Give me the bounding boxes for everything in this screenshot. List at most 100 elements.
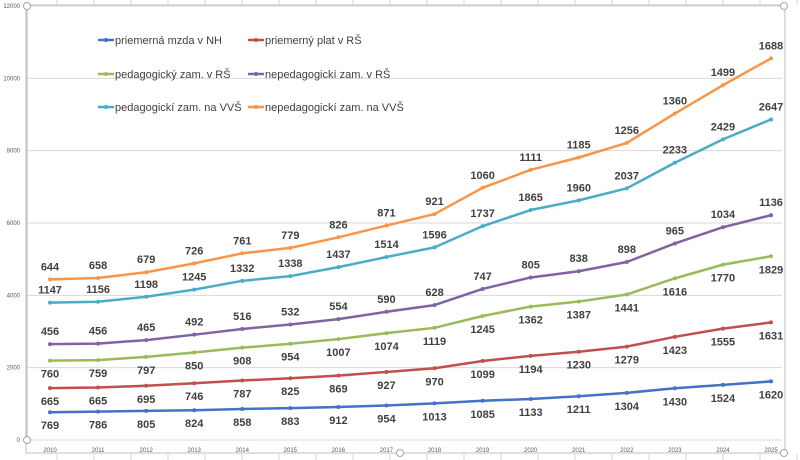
data-point — [432, 401, 437, 406]
data-label: 1013 — [422, 411, 446, 423]
data-point — [144, 294, 149, 299]
x-tick-label: 2019 — [476, 448, 490, 454]
data-label: 1147 — [38, 285, 62, 297]
data-label: 665 — [41, 396, 59, 408]
data-point — [576, 299, 581, 304]
data-point — [576, 349, 581, 354]
data-label: 965 — [666, 225, 684, 237]
data-label: 1198 — [134, 279, 158, 291]
x-tick-label: 2023 — [668, 448, 682, 454]
data-point — [144, 408, 149, 413]
data-label: 1437 — [326, 249, 350, 261]
data-point — [480, 224, 485, 229]
legend-marker — [254, 38, 258, 42]
x-tick-label: 2018 — [428, 448, 442, 454]
resize-handle — [780, 449, 788, 457]
data-point — [769, 117, 773, 122]
data-label: 927 — [377, 380, 395, 392]
data-point — [480, 286, 485, 291]
legend-label: priemerný plat v RŠ — [265, 34, 362, 47]
legend-marker — [104, 72, 108, 76]
data-label: 824 — [185, 418, 204, 430]
data-point — [672, 111, 677, 116]
data-label: 644 — [41, 261, 60, 273]
data-point — [624, 344, 629, 349]
series-line — [49, 380, 772, 414]
data-point — [480, 313, 485, 318]
data-point — [48, 358, 52, 363]
data-point — [192, 332, 197, 337]
series-line — [49, 255, 772, 362]
data-point — [240, 378, 245, 383]
data-label: 1133 — [519, 407, 543, 419]
data-label: 1555 — [711, 337, 735, 349]
data-label: 1829 — [759, 264, 783, 276]
data-point — [720, 326, 725, 331]
legend-label: pedagogický zam. v RŠ — [115, 68, 231, 81]
data-point — [336, 373, 341, 378]
data-point — [720, 83, 725, 88]
data-point — [672, 334, 677, 339]
data-point — [624, 140, 629, 145]
x-tick-label: 2013 — [188, 448, 202, 454]
data-point — [336, 317, 341, 322]
data-label: 1085 — [470, 409, 494, 421]
data-label: 1423 — [663, 345, 687, 357]
x-tick-label: 2025 — [764, 448, 778, 454]
data-label: 665 — [89, 396, 107, 408]
data-label: 1245 — [182, 272, 206, 284]
data-point — [769, 320, 773, 325]
data-point — [769, 379, 773, 384]
legend-label: priemerná mzda v NH — [115, 35, 222, 47]
data-label: 908 — [233, 356, 251, 368]
data-label: 2233 — [663, 145, 687, 157]
data-label: 1338 — [278, 258, 302, 270]
data-label: 1960 — [566, 182, 590, 194]
data-label: 1136 — [759, 197, 783, 209]
y-tick-label: 10000 — [3, 76, 20, 82]
data-label: 883 — [281, 416, 299, 428]
x-tick-label: 2017 — [380, 448, 394, 454]
data-point — [480, 398, 485, 403]
data-point — [576, 269, 581, 274]
data-point — [672, 276, 677, 281]
data-label: 850 — [185, 360, 203, 372]
data-label: 679 — [137, 254, 155, 266]
data-label: 465 — [137, 322, 155, 334]
data-point — [144, 383, 149, 388]
data-label: 1074 — [374, 341, 399, 353]
data-point — [384, 255, 389, 260]
data-label: 769 — [41, 420, 59, 432]
data-label: 2037 — [615, 170, 639, 182]
data-label: 746 — [185, 391, 203, 403]
data-point — [288, 341, 293, 346]
data-point — [240, 327, 245, 332]
data-label: 456 — [89, 326, 107, 338]
data-label: 826 — [329, 219, 347, 231]
data-point — [288, 322, 293, 327]
series-line — [49, 57, 772, 281]
chart-border — [25, 4, 786, 454]
data-label: 869 — [329, 384, 347, 396]
data-label: 921 — [425, 196, 443, 208]
data-point — [192, 381, 197, 386]
data-label: 1499 — [711, 67, 735, 79]
data-label: 1620 — [759, 389, 783, 401]
y-tick-label: 4000 — [7, 293, 21, 299]
data-label: 1156 — [86, 284, 110, 296]
x-tick-label: 2012 — [139, 448, 153, 454]
data-point — [384, 309, 389, 314]
y-tick-label: 2000 — [7, 366, 21, 372]
data-label: 1514 — [374, 239, 399, 251]
data-label: 532 — [281, 306, 299, 318]
data-label: 1430 — [663, 396, 687, 408]
data-point — [240, 251, 245, 256]
data-label: 761 — [233, 235, 251, 247]
y-tick-label: 12000 — [3, 4, 20, 10]
data-point — [528, 304, 533, 309]
data-point — [528, 397, 533, 402]
data-point — [624, 186, 629, 191]
y-tick-label: 8000 — [7, 149, 21, 155]
x-tick-label: 2014 — [236, 448, 250, 454]
data-point — [432, 325, 437, 330]
